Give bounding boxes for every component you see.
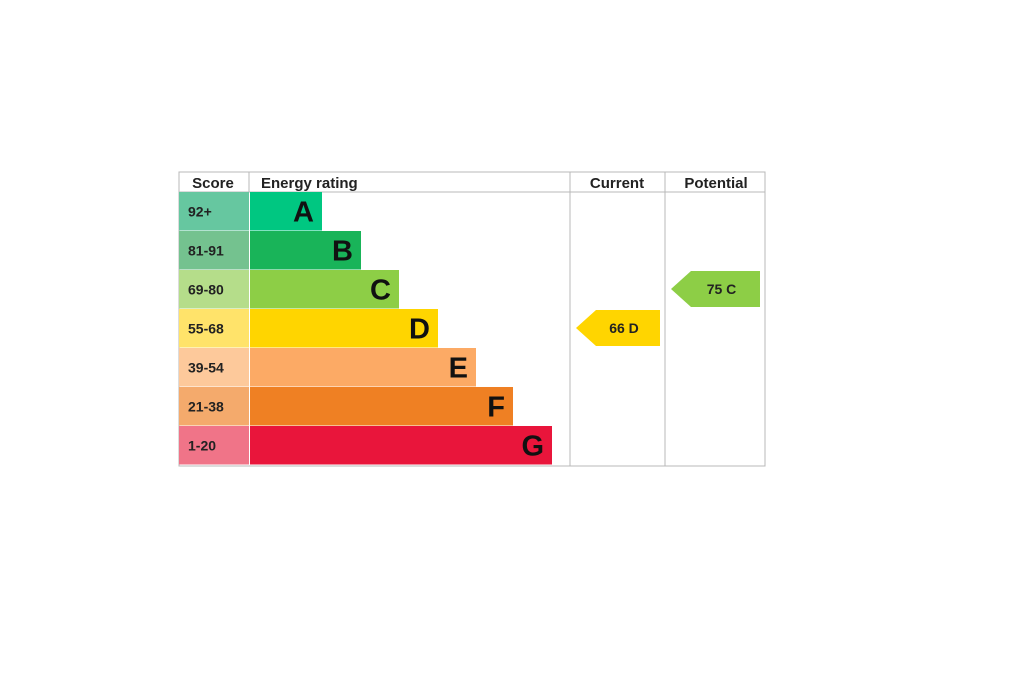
rating-bar xyxy=(250,270,399,309)
score-cell xyxy=(179,387,249,426)
score-cell xyxy=(179,426,249,465)
current-rating-arrow-label: 66 D xyxy=(609,320,639,336)
potential-rating-arrow-shape xyxy=(671,271,760,307)
rating-bar xyxy=(250,231,361,270)
band-letter: D xyxy=(409,313,430,345)
band-letter: C xyxy=(370,274,391,306)
header-current: Current xyxy=(590,175,644,192)
score-cell xyxy=(179,309,249,348)
score-label: 69-80 xyxy=(188,281,224,297)
header-potential: Potential xyxy=(684,175,747,192)
score-label: 81-91 xyxy=(188,242,224,258)
header-score: Score xyxy=(192,175,234,192)
current-rating-arrow-shape xyxy=(576,310,660,346)
score-label: 1-20 xyxy=(188,437,216,453)
rating-bar xyxy=(250,309,438,348)
header-row: Score Energy rating Current Potential xyxy=(192,175,748,192)
current-rating-arrow: 66 D xyxy=(576,310,660,346)
band-a: 92+ A xyxy=(179,192,322,231)
header-energy-rating: Energy rating xyxy=(261,175,358,192)
score-label: 21-38 xyxy=(188,398,224,414)
band-letter: A xyxy=(293,196,314,228)
band-letter: B xyxy=(332,235,353,267)
band-f: 21-38 F xyxy=(179,387,513,426)
score-cell xyxy=(179,231,249,270)
score-cell xyxy=(179,192,249,231)
score-cell xyxy=(179,270,249,309)
score-cell xyxy=(179,348,249,387)
band-b: 81-91 B xyxy=(179,231,361,270)
rating-bands: 92+ A 81-91 B 69-80 C 55-68 D 39-54 E 21-38 F 1-20 G xyxy=(179,192,552,465)
score-label: 55-68 xyxy=(188,320,224,336)
band-letter: G xyxy=(521,430,544,462)
band-letter: E xyxy=(449,352,468,384)
rating-bar xyxy=(250,192,322,231)
band-e: 39-54 E xyxy=(179,348,476,387)
band-letter: F xyxy=(487,391,505,423)
rating-bar xyxy=(250,426,552,465)
potential-rating-arrow: 75 C xyxy=(671,271,760,307)
potential-rating-arrow-label: 75 C xyxy=(707,281,737,297)
band-g: 1-20 G xyxy=(179,426,552,465)
score-label: 92+ xyxy=(188,203,212,219)
band-d: 55-68 D xyxy=(179,309,438,348)
rating-bar xyxy=(250,387,513,426)
rating-bar xyxy=(250,348,476,387)
rating-arrows: 66 D 75 C xyxy=(576,271,760,346)
score-label: 39-54 xyxy=(188,359,224,375)
band-c: 69-80 C xyxy=(179,270,399,309)
